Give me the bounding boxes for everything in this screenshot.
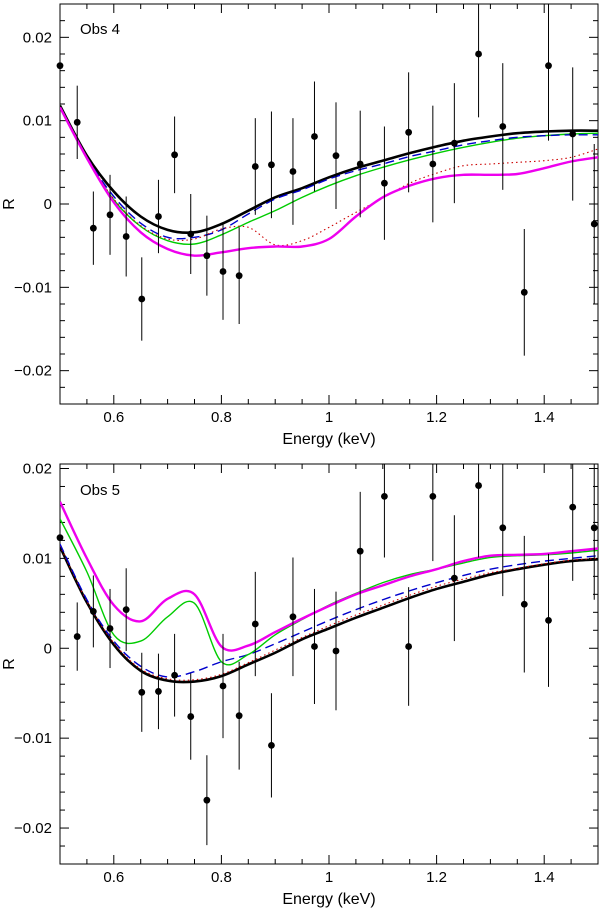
data-point [590,524,598,532]
data-point [381,492,388,500]
data-point [499,524,507,532]
y-tick-label: −0.02 [14,363,52,380]
x-tick-label: 0.8 [211,869,232,886]
data-point [450,139,458,147]
model-curve-2 [60,543,598,678]
y-tick-label: −0.01 [14,730,52,747]
data-point [520,600,528,608]
model-curve-0 [60,105,598,235]
data-point [187,230,195,238]
data-point [138,295,146,303]
x-tick-label: 1 [325,409,333,426]
panel-title: Obs 5 [80,482,120,499]
data-point [311,643,318,650]
y-axis-label: R [1,658,18,670]
x-tick-label: 0.6 [103,869,124,886]
data-point [405,128,413,136]
panel-obs4: Obs 4 Energy (keV) R 0.6 0.8 1 1.2 1.4 −0.02 −… [1,3,599,448]
data-point [405,643,413,650]
x-tick-label: 1 [325,869,333,886]
data-point [89,608,97,615]
data-point [235,272,243,280]
x-axis-label: Energy (keV) [282,891,375,908]
data-point [311,133,318,140]
model-curve-0 [60,546,598,684]
data-point [155,213,162,220]
data-point [520,288,528,296]
y-tick-label: 0.02 [23,460,52,477]
data-point [289,168,297,175]
data-point [475,50,482,58]
data-point [155,688,162,695]
data-point [219,682,227,690]
data-point [56,62,64,70]
data-point [138,688,146,696]
y-tick-label: 0 [44,196,52,213]
plot-frame [59,463,599,865]
data-point [73,633,81,640]
data-point [89,224,97,232]
plot-frame [59,3,599,405]
data-point [187,713,195,720]
x-tick-label: 0.6 [103,409,124,426]
data-point [356,160,364,168]
data-point [73,118,81,126]
x-tick-label: 1.2 [426,409,447,426]
y-tick-label: 0.01 [23,550,52,567]
x-axis-label: Energy (keV) [282,431,375,448]
data-point [203,252,211,260]
data-point [499,123,507,130]
model-curve-3 [60,518,598,666]
data-point [545,62,552,70]
data-point [356,547,364,555]
data-point [251,163,259,170]
data-point [332,647,340,655]
data-point [122,233,130,240]
y-tick-label: 0.01 [23,113,52,130]
data-point [171,151,178,159]
model-curve-1 [60,107,598,245]
y-tick-label: 0 [44,640,52,657]
data-point [106,211,114,219]
model-curve-4 [60,106,598,257]
data-point [122,606,130,614]
y-tick-label: −0.02 [14,820,52,837]
data-point [569,130,577,138]
data-point [569,503,577,511]
data-point [251,620,259,628]
data-point [381,179,388,187]
data-point [106,625,114,632]
y-axis-label: R [1,198,18,210]
data-point [545,617,552,624]
model-curve-1 [60,545,598,681]
x-tick-label: 1.4 [534,869,555,886]
model-curve-4 [60,501,598,652]
model-curve-3 [60,107,598,247]
data-point [429,492,437,500]
data-point [171,671,178,679]
x-tick-label: 1.4 [534,409,555,426]
data-point [429,160,437,168]
model-curve-2 [60,106,598,240]
data-point [590,220,598,228]
x-tick-label: 1.2 [426,869,447,886]
data-point [268,741,275,749]
data-point [235,712,243,720]
data-point [56,534,64,542]
y-tick-label: 0.02 [23,29,52,46]
data-point [268,161,275,169]
data-point [219,268,227,275]
panel-title: Obs 4 [80,21,120,38]
x-tick-label: 0.8 [211,409,232,426]
panel-obs5: Obs 5 Energy (keV) R 0.6 0.8 1 1.2 1.4 −0.02 −… [1,460,599,908]
data-point [475,482,482,489]
data-point [332,152,340,160]
data-point [203,796,211,804]
y-tick-label: −0.01 [14,279,52,296]
data-point [289,613,297,621]
data-point [450,574,458,582]
